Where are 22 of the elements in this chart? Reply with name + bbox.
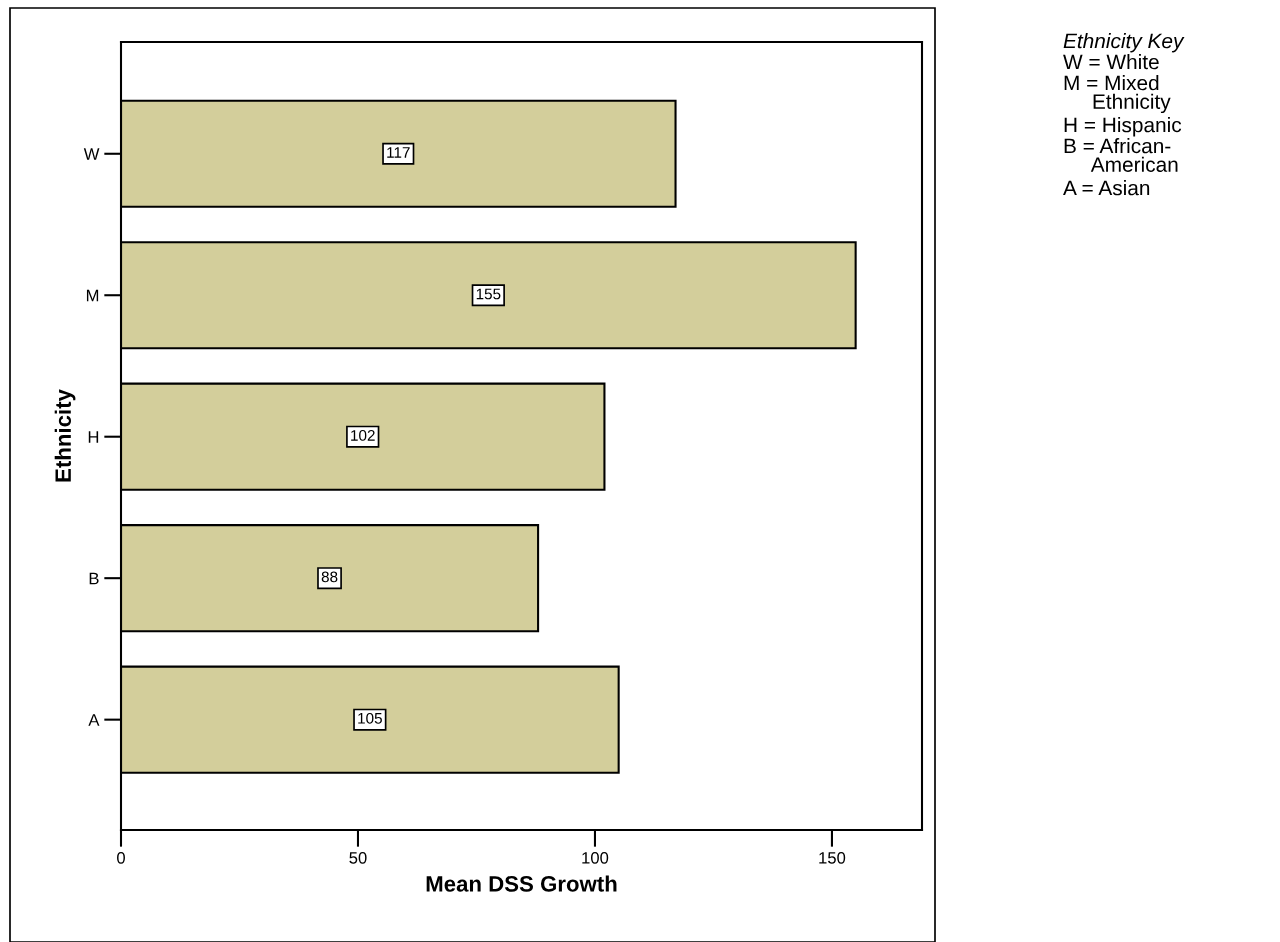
y-tick-label: A: [88, 714, 100, 726]
text: B = African- American: [1064, 138, 1178, 172]
data-label: 102: [351, 429, 375, 441]
y-tick-label: H: [88, 431, 99, 443]
data-label: 117: [387, 147, 410, 158]
x-axis-title: Mean DSS Growth: [426, 875, 617, 892]
x-tick-label: 150: [819, 851, 846, 864]
x-tick-label: 50: [349, 851, 367, 864]
y-axis-title: Ethnicity: [54, 389, 76, 482]
y-tick-label: M: [86, 289, 99, 302]
text: H = Hispanic: [1064, 117, 1182, 137]
y-tick-label: B: [89, 572, 99, 585]
x-tick-label: 100: [582, 851, 609, 864]
text: W = White: [1063, 54, 1159, 70]
x-tick-label: 0: [117, 851, 125, 864]
text: M = Mixed Ethnicity: [1064, 75, 1171, 114]
y-tick-label: W: [83, 148, 100, 160]
text: A = Asian: [1063, 180, 1150, 196]
data-label: 105: [358, 712, 382, 724]
data-label: 88: [321, 571, 338, 583]
text: Ethnicity Key: [1063, 33, 1185, 53]
data-label: 155: [476, 288, 501, 300]
